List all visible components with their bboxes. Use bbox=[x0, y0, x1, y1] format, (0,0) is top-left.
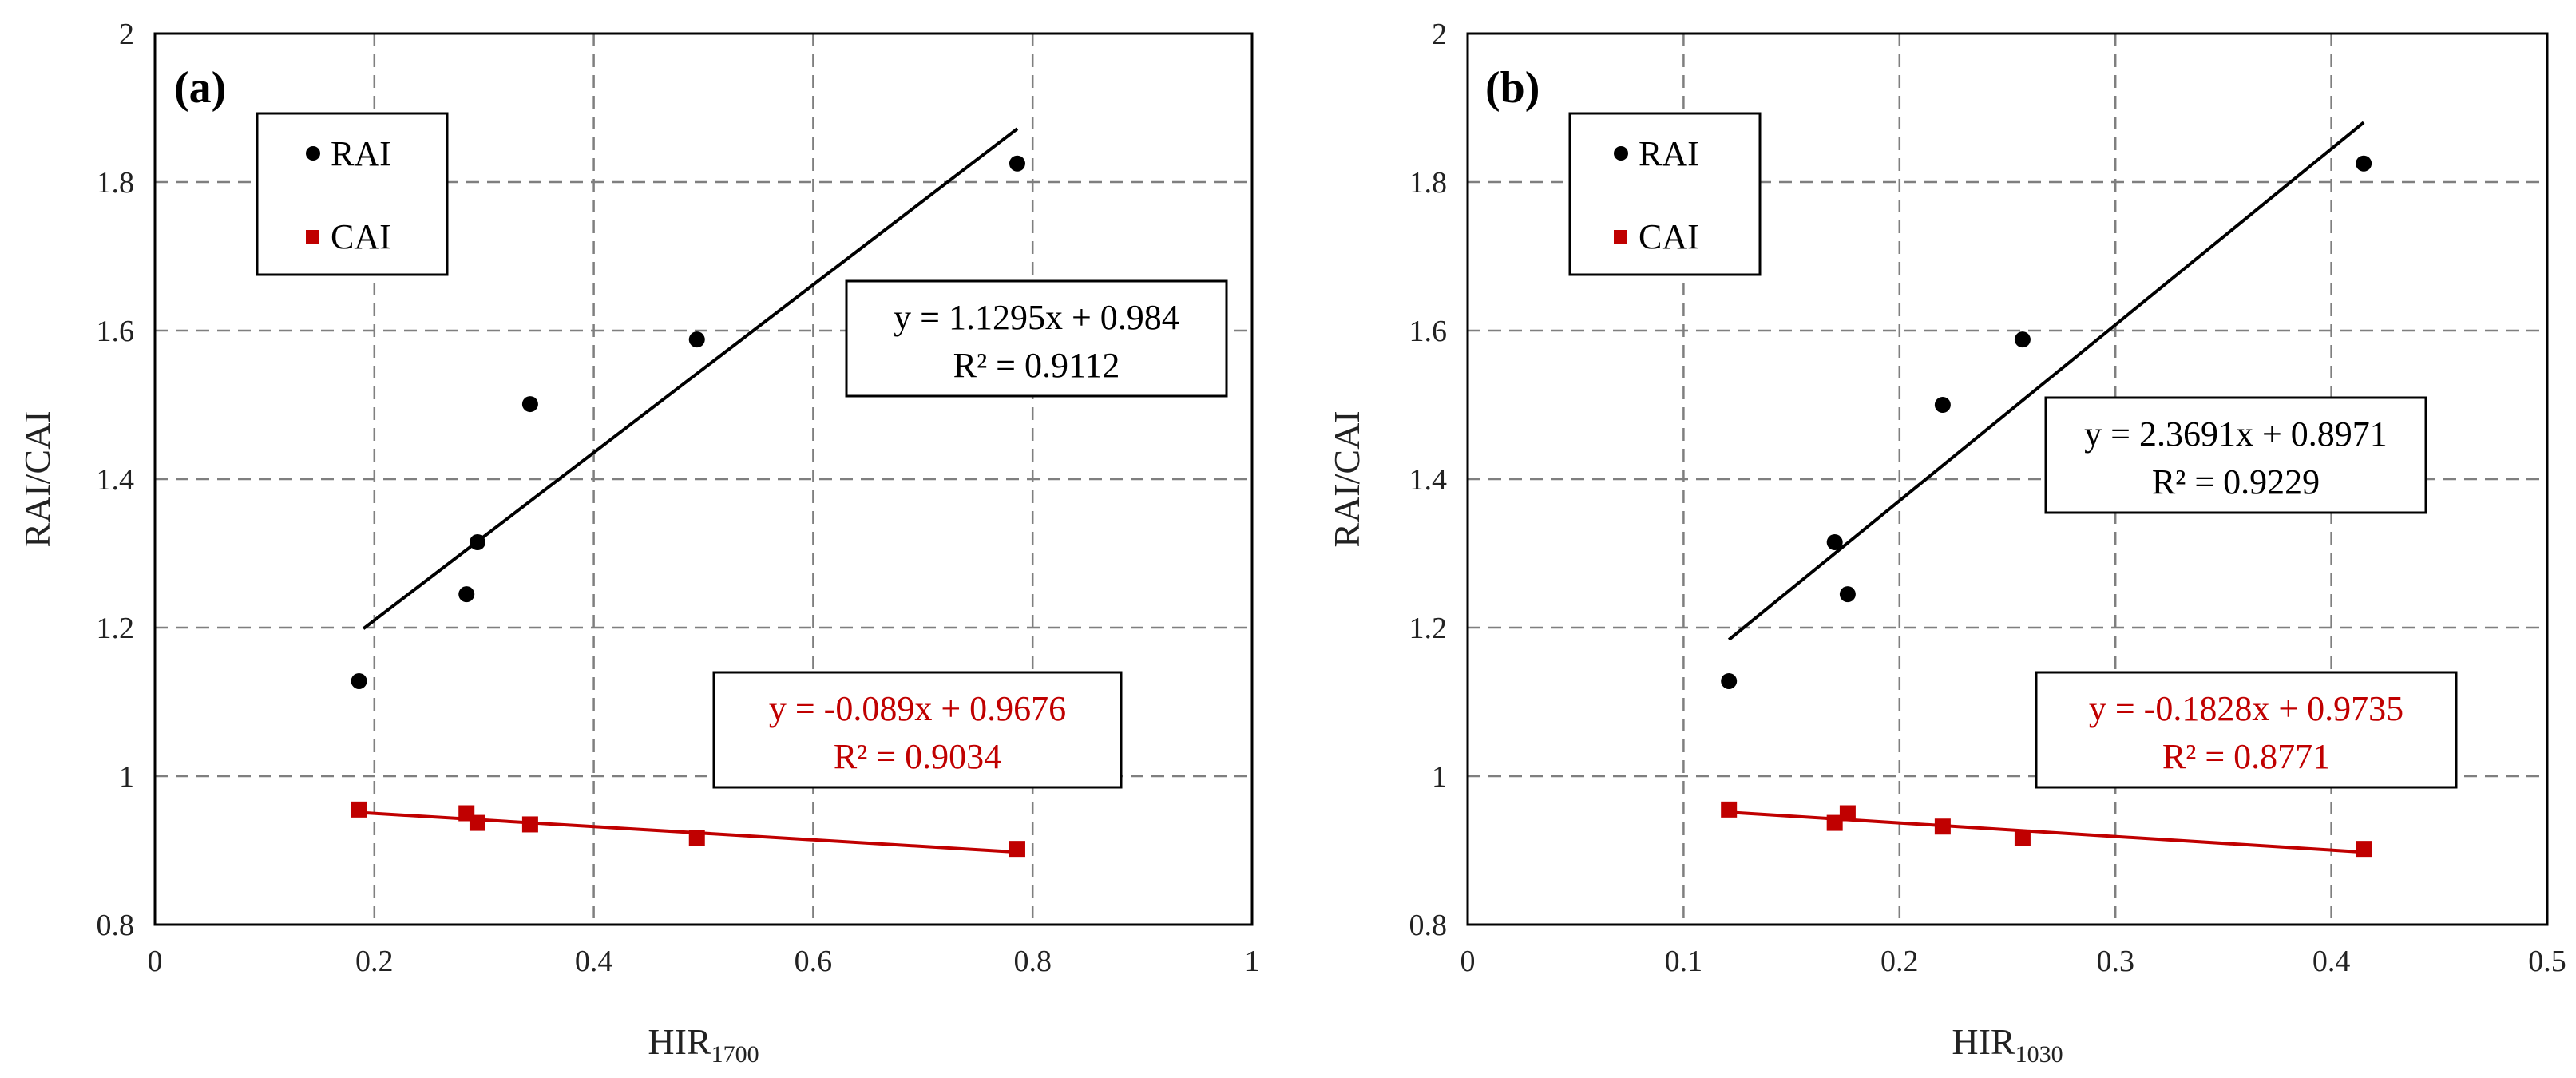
x-tick-label: 0.3 bbox=[2096, 945, 2134, 978]
data-point-rai bbox=[1934, 397, 1951, 413]
equation-rai: y = 2.3691x + 0.8971 bbox=[2084, 414, 2388, 454]
y-axis-label: RAI/CAI bbox=[1326, 410, 1367, 547]
x-tick-label: 0 bbox=[1460, 945, 1476, 978]
x-tick-label: 0.1 bbox=[1665, 945, 1703, 978]
panel-label: (b) bbox=[1485, 63, 1540, 113]
x-tick-label: 1 bbox=[1245, 945, 1260, 978]
data-point-rai bbox=[1721, 672, 1738, 689]
legend-label-rai: RAI bbox=[331, 134, 391, 173]
y-tick-label: 1.2 bbox=[97, 612, 135, 645]
data-point-cai bbox=[521, 816, 538, 833]
y-tick-label: 0.8 bbox=[97, 909, 135, 942]
data-points bbox=[351, 155, 1025, 858]
trendline-cai bbox=[359, 810, 1018, 854]
data-point-cai bbox=[2014, 830, 2031, 846]
y-tick-label: 1.6 bbox=[97, 315, 135, 348]
trendline-cai bbox=[1729, 810, 2364, 854]
y-tick-label: 1.4 bbox=[97, 463, 135, 497]
equation-cai: y = -0.089x + 0.9676 bbox=[769, 689, 1066, 728]
y-tick-label: 2 bbox=[119, 18, 134, 51]
y-tick-label: 1.8 bbox=[97, 166, 135, 200]
data-point-rai bbox=[2356, 155, 2372, 172]
equation-box-cai: y = -0.089x + 0.9676 R² = 0.9034 bbox=[712, 671, 1123, 789]
legend-marker-rai bbox=[306, 146, 320, 161]
data-point-rai bbox=[521, 396, 538, 413]
data-point-cai bbox=[1934, 818, 1951, 835]
data-point-cai bbox=[351, 801, 367, 818]
plot-area-frame bbox=[1466, 32, 2549, 926]
data-point-rai bbox=[1009, 155, 1025, 172]
x-axis-label: HIR1700 bbox=[648, 1021, 759, 1068]
r-squared-rai: R² = 0.9112 bbox=[953, 346, 1120, 385]
chart-panel-b: 0.8 1 1.2 1.4 1.6 1.8 2 0 0.1 0.2 0.3 0.4 0.5 RAI/C… bbox=[1326, 18, 2566, 1068]
legend-box bbox=[1568, 112, 1762, 276]
legend-box bbox=[256, 112, 449, 276]
y-tick-label: 2 bbox=[1432, 18, 1447, 51]
legend: RAI CAI bbox=[256, 112, 449, 276]
data-point-cai bbox=[1839, 805, 1856, 822]
data-point-rai bbox=[1839, 586, 1856, 603]
equation-box-rai: y = 2.3691x + 0.8971 R² = 0.9229 bbox=[2044, 396, 2427, 514]
data-point-cai bbox=[1826, 814, 1843, 831]
legend-label-cai: CAI bbox=[1639, 217, 1699, 256]
x-tick-label: 0.8 bbox=[1013, 945, 1052, 978]
y-tick-labels: 0.8 1 1.2 1.4 1.6 1.8 2 bbox=[1409, 18, 1448, 942]
trendline-rai bbox=[1727, 121, 2365, 641]
plot-area-frame bbox=[153, 32, 1254, 926]
equation-cai: y = -0.1828x + 0.9735 bbox=[2089, 689, 2404, 728]
equation-box-rai: y = 1.1295x + 0.984 R² = 0.9112 bbox=[845, 279, 1228, 398]
y-tick-label: 1.8 bbox=[1409, 166, 1448, 200]
data-point-cai bbox=[1721, 801, 1738, 818]
x-tick-label: 0.2 bbox=[1880, 945, 1919, 978]
x-tick-label: 0.6 bbox=[795, 945, 833, 978]
panel-label: (a) bbox=[174, 63, 226, 113]
x-tick-label: 0.4 bbox=[575, 945, 613, 978]
x-tick-label: 0.2 bbox=[355, 945, 394, 978]
x-tick-label: 0 bbox=[148, 945, 163, 978]
equation-rai: y = 1.1295x + 0.984 bbox=[894, 298, 1179, 337]
data-point-rai bbox=[1826, 534, 1843, 551]
r-squared-rai: R² = 0.9229 bbox=[2152, 462, 2320, 501]
x-axis-label: HIR1030 bbox=[1952, 1021, 2063, 1068]
equation-box-cai: y = -0.1828x + 0.9735 R² = 0.8771 bbox=[2035, 671, 2458, 789]
legend-marker-cai bbox=[306, 230, 319, 244]
legend-marker-cai bbox=[1614, 230, 1627, 244]
y-tick-label: 1.6 bbox=[1409, 315, 1448, 348]
x-tick-label: 0.5 bbox=[2528, 945, 2566, 978]
x-tick-label: 0.4 bbox=[2312, 945, 2351, 978]
data-point-rai bbox=[351, 672, 367, 689]
r-squared-cai: R² = 0.9034 bbox=[834, 737, 1001, 776]
y-tick-label: 1.4 bbox=[1409, 463, 1448, 497]
legend-label-cai: CAI bbox=[331, 217, 391, 256]
chart-panel-a: 0.8 1 1.2 1.4 1.6 1.8 2 0 0.2 0.4 0.6 0.8 1 RAI/CAI… bbox=[17, 18, 1260, 1068]
data-point-rai bbox=[688, 331, 705, 348]
x-tick-labels: 0 0.2 0.4 0.6 0.8 1 bbox=[148, 945, 1260, 978]
data-points bbox=[1721, 155, 2372, 858]
legend-label-rai: RAI bbox=[1639, 134, 1699, 173]
x-tick-labels: 0 0.1 0.2 0.3 0.4 0.5 bbox=[1460, 945, 2566, 978]
data-point-rai bbox=[469, 534, 485, 551]
y-tick-label: 1 bbox=[119, 760, 134, 794]
data-point-cai bbox=[688, 830, 705, 846]
data-point-cai bbox=[1009, 841, 1025, 858]
data-point-cai bbox=[469, 814, 485, 831]
r-squared-cai: R² = 0.8771 bbox=[2162, 737, 2330, 776]
y-tick-labels: 0.8 1 1.2 1.4 1.6 1.8 2 bbox=[97, 18, 135, 942]
legend: RAI CAI bbox=[1568, 112, 1762, 276]
y-axis-label: RAI/CAI bbox=[17, 410, 57, 547]
legend-marker-rai bbox=[1614, 146, 1628, 161]
y-tick-label: 0.8 bbox=[1409, 909, 1448, 942]
y-tick-label: 1.2 bbox=[1409, 612, 1448, 645]
data-point-rai bbox=[2014, 331, 2031, 348]
y-tick-label: 1 bbox=[1432, 760, 1447, 794]
data-point-cai bbox=[2356, 841, 2372, 858]
data-point-rai bbox=[458, 586, 475, 603]
